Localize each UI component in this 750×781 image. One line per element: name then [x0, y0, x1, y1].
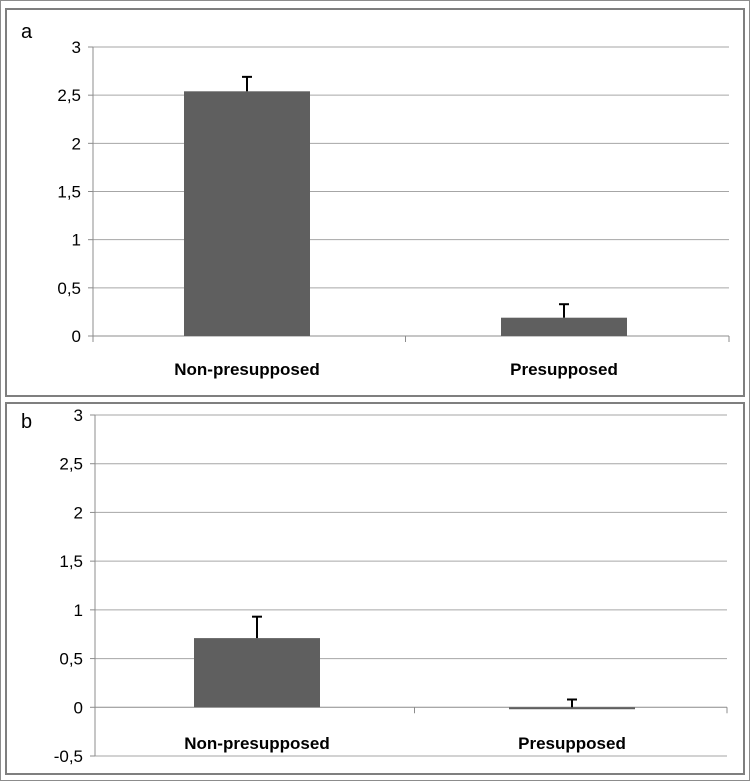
chart-a-svg: a 0 0,5 1 1,5 2 2,5 3 Non-presupposed Presuppose… [21, 21, 730, 379]
y-tick-label: 0 [74, 698, 83, 717]
chart-panel-a: a 0 0,5 1 1,5 2 2,5 3 Non-presupposed Presuppose… [5, 8, 745, 397]
y-tick-label: 1 [72, 231, 81, 250]
x-category-label: Non-presupposed [184, 734, 329, 753]
bar-non-presupposed [184, 91, 310, 337]
y-tick-label: 1 [74, 601, 83, 620]
chart-b-svg: b -0,5 0 0,5 1 1,5 2 2,5 3 Non-presupposed Presup… [21, 406, 728, 766]
y-tick-label: 3 [72, 38, 81, 57]
x-category-label: Non-presupposed [174, 360, 319, 379]
panel-label-b: b [21, 411, 32, 433]
y-tick-label: 2,5 [57, 86, 81, 105]
y-tick-label: 0 [72, 327, 81, 346]
chart-panel-b: b -0,5 0 0,5 1 1,5 2 2,5 3 Non-presupposed Presup… [5, 402, 745, 775]
bar-non-presupposed [194, 638, 320, 708]
bar-presupposed [509, 707, 635, 710]
bar-presupposed [501, 317, 627, 336]
y-tick-label: 2,5 [59, 455, 83, 474]
y-tick-label: 2 [74, 503, 83, 522]
x-category-label: Presupposed [518, 734, 626, 753]
y-tick-label: 1,5 [59, 552, 83, 571]
x-category-label: Presupposed [510, 360, 618, 379]
y-tick-label: -0,5 [54, 747, 83, 766]
y-tick-label: 1,5 [57, 183, 81, 202]
y-tick-label: 3 [74, 406, 83, 425]
panel-label-a: a [21, 21, 33, 43]
y-tick-label: 0,5 [59, 650, 83, 669]
y-tick-label: 0,5 [57, 279, 81, 298]
y-tick-label: 2 [72, 134, 81, 153]
